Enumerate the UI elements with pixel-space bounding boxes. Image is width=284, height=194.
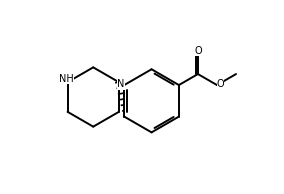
Text: NH: NH (59, 74, 74, 84)
Text: O: O (194, 46, 202, 56)
Text: O: O (217, 79, 224, 89)
Text: N: N (117, 80, 124, 89)
